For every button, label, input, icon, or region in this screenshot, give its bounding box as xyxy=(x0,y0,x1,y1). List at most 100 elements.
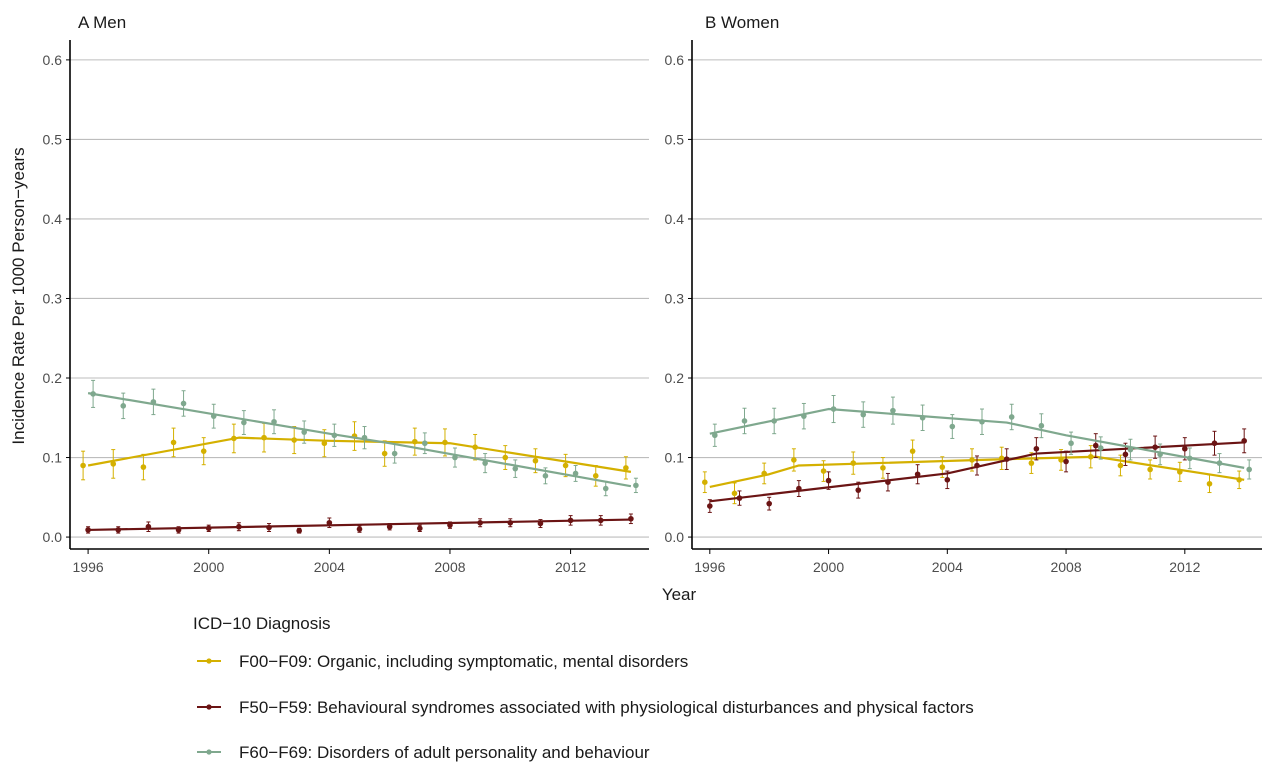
y-tick-label: 0.0 xyxy=(43,529,63,545)
data-point xyxy=(1246,466,1252,473)
data-point xyxy=(1157,451,1163,458)
data-point xyxy=(702,479,708,485)
y-tick-label: 0.2 xyxy=(665,370,685,386)
y-tick-label: 0.1 xyxy=(665,450,685,466)
data-point xyxy=(361,434,368,441)
trend-line xyxy=(709,407,1245,469)
data-point xyxy=(291,437,297,443)
series-f50-f59 xyxy=(707,428,1247,513)
data-point xyxy=(741,418,748,424)
data-point xyxy=(1206,480,1213,487)
data-point xyxy=(1087,453,1094,460)
data-point xyxy=(731,490,738,497)
legend-label: F60−F69: Disorders of adult personality … xyxy=(239,743,650,762)
data-point xyxy=(766,500,772,507)
data-point xyxy=(1003,456,1010,462)
data-point xyxy=(532,457,539,464)
y-tick-label: 0.3 xyxy=(665,290,685,306)
panel-title: B Women xyxy=(705,13,779,32)
data-point xyxy=(919,414,926,421)
data-point xyxy=(90,391,96,397)
legend: ICD−10 Diagnosis F00−F09: Organic, inclu… xyxy=(193,614,974,762)
x-tick-label: 2008 xyxy=(434,559,465,575)
legend-item-f60-f69[interactable]: F60−F69: Disorders of adult personality … xyxy=(197,743,650,762)
data-point xyxy=(507,519,514,526)
data-point xyxy=(301,429,307,435)
data-point xyxy=(180,400,187,407)
panel-women: B Women 0.0 0.1 0.2 0.3 0.4 0.5 0.6 1996 2000 2004… xyxy=(665,13,1262,575)
data-point xyxy=(80,462,86,469)
legend-item-f00-f09[interactable]: F00−F09: Organic, including symptomatic,… xyxy=(197,652,688,671)
data-point xyxy=(885,479,891,485)
y-tick-label: 0.5 xyxy=(665,131,685,147)
data-point xyxy=(572,470,579,477)
x-tick-label: 2004 xyxy=(932,559,963,575)
y-tick-label: 0.2 xyxy=(43,370,63,386)
data-point xyxy=(452,454,458,461)
data-point xyxy=(1033,445,1040,452)
data-point xyxy=(820,468,827,474)
data-point xyxy=(120,403,127,409)
y-tick-label: 0.3 xyxy=(43,290,63,306)
data-point xyxy=(1241,438,1247,444)
data-point xyxy=(890,407,896,414)
data-point xyxy=(175,527,182,533)
data-point xyxy=(512,465,519,472)
data-point xyxy=(801,413,807,419)
x-tick-label: 1996 xyxy=(73,559,104,575)
data-point xyxy=(417,525,423,532)
x-tick-label: 2004 xyxy=(314,559,345,575)
data-point xyxy=(386,523,393,530)
data-point xyxy=(562,462,569,469)
data-point xyxy=(979,418,985,425)
data-point xyxy=(1092,442,1099,449)
data-point xyxy=(170,439,177,446)
data-point xyxy=(266,524,272,531)
data-point xyxy=(271,418,277,425)
series-f00-f09 xyxy=(80,421,632,487)
legend-item-f50-f59[interactable]: F50−F59: Behavioural syndromes associate… xyxy=(197,698,974,717)
data-point xyxy=(422,440,428,447)
data-point xyxy=(140,464,147,470)
x-tick-label: 2012 xyxy=(555,559,586,575)
data-point xyxy=(825,477,832,484)
panel-title: A Men xyxy=(78,13,126,32)
data-point xyxy=(633,482,639,489)
data-point xyxy=(442,439,448,446)
data-point xyxy=(326,519,333,526)
data-point xyxy=(85,527,91,533)
data-point xyxy=(1028,460,1035,466)
legend-label: F00−F09: Organic, including symptomatic,… xyxy=(239,652,688,671)
y-axis-title: Incidence Rate Per 1000 Person−years xyxy=(9,147,28,444)
data-point xyxy=(472,444,478,451)
data-point xyxy=(880,465,886,471)
data-point xyxy=(145,523,152,530)
data-point xyxy=(914,471,921,478)
data-point xyxy=(502,454,509,461)
data-point xyxy=(998,455,1005,462)
legend-label: F50−F59: Behavioural syndromes associate… xyxy=(239,698,974,717)
data-point xyxy=(944,477,951,483)
data-point xyxy=(241,419,247,426)
data-point xyxy=(771,418,777,424)
data-point xyxy=(796,485,802,492)
data-point xyxy=(261,434,267,441)
legend-key-point xyxy=(206,658,212,664)
data-point xyxy=(707,503,713,509)
x-tick-label: 2000 xyxy=(813,559,844,575)
data-point xyxy=(1211,440,1218,447)
data-point xyxy=(623,465,629,471)
data-point xyxy=(830,406,837,412)
data-point xyxy=(447,522,453,528)
legend-title: ICD−10 Diagnosis xyxy=(193,614,331,633)
data-point xyxy=(321,440,328,447)
data-point xyxy=(602,485,609,492)
data-point xyxy=(567,517,574,524)
y-tick-label: 0.1 xyxy=(43,450,63,466)
data-point xyxy=(1216,460,1223,466)
data-point xyxy=(949,423,956,430)
y-tick-label: 0.4 xyxy=(665,211,685,227)
data-point xyxy=(761,470,767,477)
data-point xyxy=(200,448,207,454)
